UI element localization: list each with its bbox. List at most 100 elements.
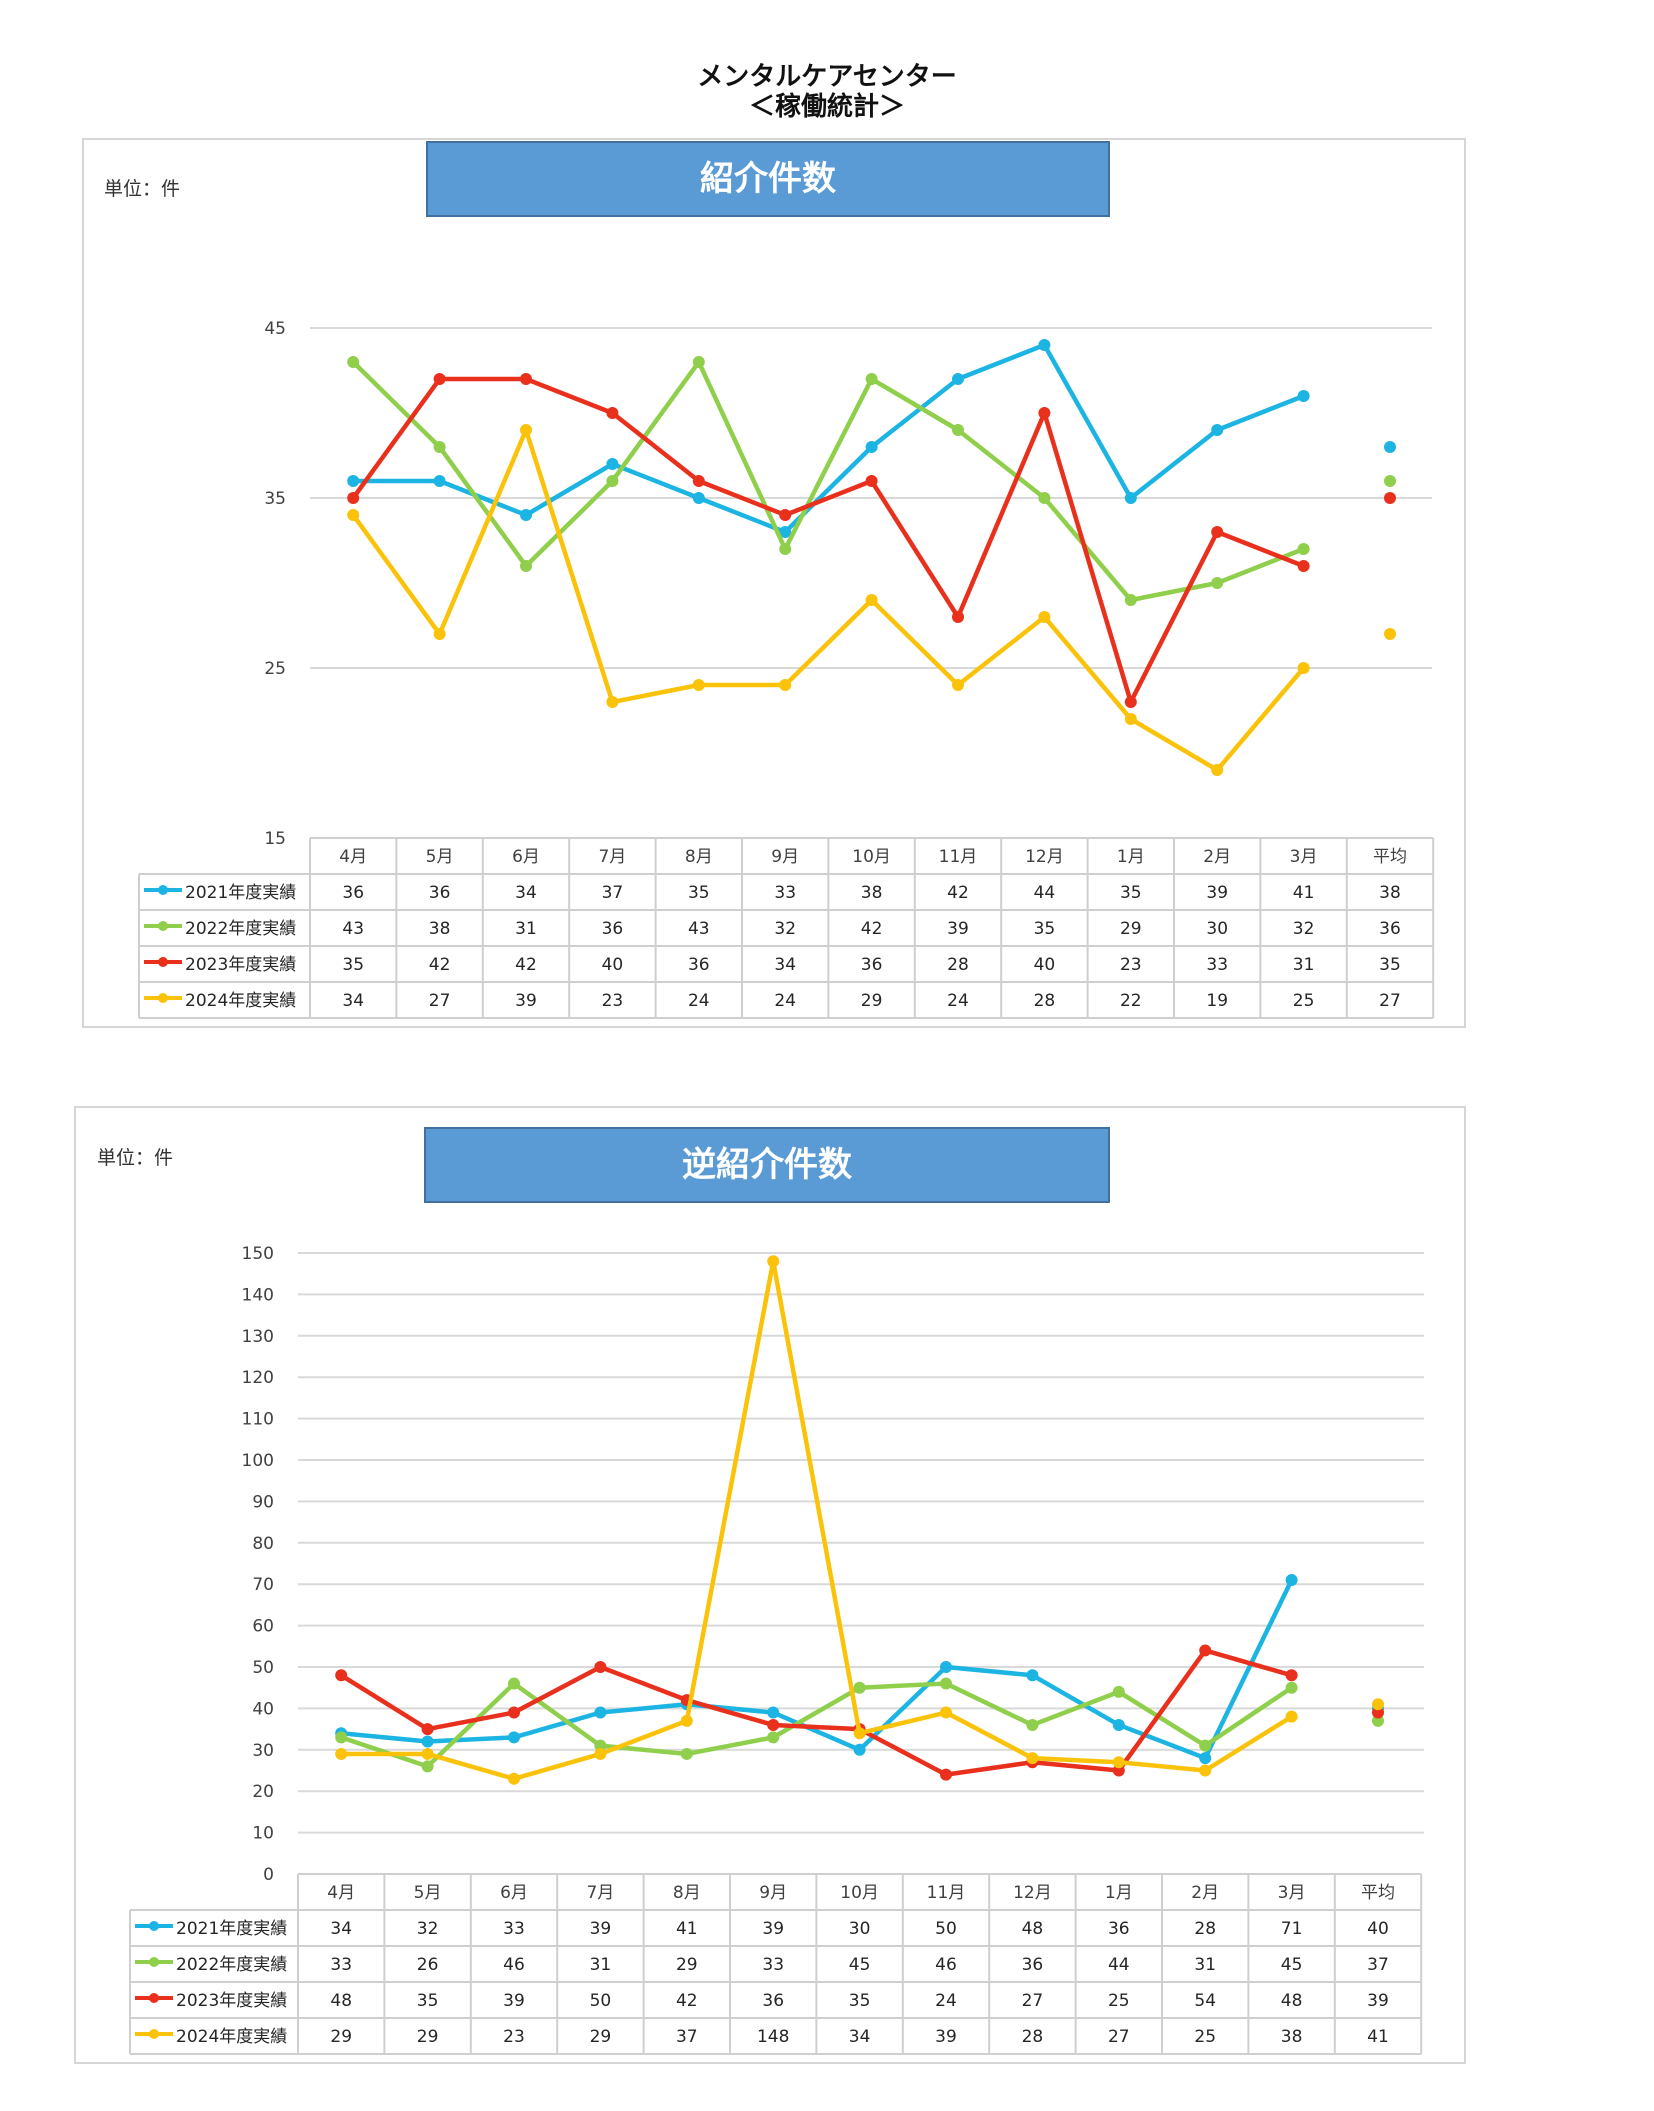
referral-table-average: 27 [1379,991,1401,1011]
referral-x-tick-label: 10月 [852,847,891,867]
referral-point-1 [1124,594,1137,606]
reverse-referral-point-3 [421,1747,434,1760]
referral-point-1 [865,373,878,385]
referral-table-value: 42 [429,955,451,975]
referral-average-point-1 [1384,475,1396,487]
referral-table-value: 42 [947,883,969,903]
reverse-referral-series-line-3 [338,1259,1294,1782]
referral-table-average: 36 [1379,919,1401,939]
reverse-referral-table-value: 35 [417,1991,439,2011]
referral-point-3 [520,424,532,436]
reverse-referral-table-value: 38 [1281,2027,1303,2047]
reverse-referral-table-value: 26 [417,1955,439,1975]
reverse-referral-table-value: 50 [590,1991,612,2011]
referral-x-tick-label: 1月 [1117,847,1145,867]
referral-point-2 [606,407,619,419]
referral-legend-marker-1 [158,921,168,931]
referral-table-value: 39 [515,991,537,1011]
reverse-referral-x-tick-label: 7月 [586,1883,614,1903]
reverse-referral-point-1 [594,1739,607,1752]
referral-table-value: 32 [1293,919,1315,939]
reverse-referral-table-value: 39 [762,1919,784,1939]
reverse-referral-point-1 [767,1731,780,1744]
referral-average-point-2 [1384,492,1396,504]
reverse-referral-table-value: 148 [757,2027,789,2047]
referral-point-1 [952,424,964,436]
referral-table-value: 29 [861,991,883,1011]
referral-table-value: 19 [1206,991,1228,1011]
reverse-referral-y-tick-label: 120 [242,1368,274,1388]
referral-table-value: 35 [688,883,710,903]
reverse-referral-table-value: 45 [1281,1955,1303,1975]
referral-table-value: 41 [1293,883,1315,903]
referral-table-value: 39 [947,919,969,939]
referral-point-2 [520,373,532,385]
reverse-referral-table-value: 33 [503,1919,525,1939]
reverse-referral-y-tick-label: 20 [252,1782,274,1802]
reverse-referral-table-value: 27 [1108,2027,1130,2047]
reverse-referral-unit-label: 単位：件 [97,1147,174,1169]
reverse-referral-point-2 [1112,1764,1125,1777]
referral-legend-label-1: 2022年度実績 [185,919,296,939]
reverse-referral-point-1 [1285,1681,1298,1694]
reverse-referral-table-value: 29 [590,2027,612,2047]
referral-table-value: 34 [515,883,537,903]
referral-table-value: 36 [342,883,364,903]
reverse-referral-table-value: 46 [503,1955,525,1975]
reverse-referral-y-tick-label: 40 [252,1699,274,1719]
reverse-referral-table-value: 41 [676,1919,698,1939]
referral-table-value: 35 [342,955,364,975]
reverse-referral-point-3 [767,1255,780,1268]
reverse-referral-legend-marker-2 [149,1993,159,2003]
reverse-referral-series-line-1 [338,1681,1294,1769]
reverse-referral-point-0 [508,1731,520,1744]
reverse-referral-point-3 [1026,1752,1039,1765]
reverse-referral-y-tick-label: 50 [252,1658,274,1678]
referral-table-average: 38 [1379,883,1401,903]
referral-x-tick-label: 11月 [939,847,978,867]
referral-table-value: 36 [688,955,710,975]
reverse-referral-point-2 [594,1661,607,1673]
referral-series-line-2 [350,376,1306,705]
referral-point-3 [1124,713,1137,725]
reverse-referral-y-tick-label: 70 [252,1575,274,1595]
reverse-referral-legend-marker-1 [149,1957,159,1967]
reverse-referral-y-tick-label: 0 [263,1865,274,1885]
referral-table-value: 35 [1034,919,1056,939]
reverse-referral-table-average: 37 [1367,1955,1389,1975]
referral-legend-marker-3 [158,993,168,1003]
referral-point-0 [520,509,532,521]
referral-point-1 [520,560,532,572]
reverse-referral-y-tick-label: 130 [242,1327,274,1347]
reverse-referral-x-tick-label: 2月 [1191,1883,1219,1903]
reverse-referral-table-value: 44 [1108,1955,1130,1975]
reverse-referral-table-value: 27 [1022,1991,1044,2011]
referral-table-value: 42 [861,919,883,939]
reverse-referral-y-tick-label: 10 [252,1824,274,1844]
reverse-referral-point-0 [421,1735,434,1748]
reverse-referral-table-value: 36 [1022,1955,1044,1975]
document-subtitle: ＜稼働統計＞ [748,92,905,122]
referral-point-1 [606,475,619,487]
reverse-referral-table-value: 31 [1194,1955,1216,1975]
reverse-referral-x-tick-label: 8月 [673,1883,701,1903]
referral-table-value: 36 [602,919,624,939]
reverse-referral-series-line-2 [338,1648,1294,1777]
reverse-referral-table-value: 46 [935,1955,957,1975]
referral-table-average: 35 [1379,955,1401,975]
reverse-referral-y-tick-label: 110 [242,1410,274,1430]
reverse-referral-point-0 [594,1706,607,1719]
referral-table-value: 35 [1120,883,1142,903]
reverse-referral-table-value: 39 [590,1919,612,1939]
referral-table-value: 36 [861,955,883,975]
reverse-referral-table-value: 29 [676,1955,698,1975]
reverse-referral-point-0 [940,1661,952,1673]
referral-point-3 [779,679,792,691]
reverse-referral-legend-marker-0 [149,1921,159,1931]
referral-table-value: 40 [1034,955,1056,975]
referral-table-value: 33 [1206,955,1228,975]
referral-point-3 [865,594,878,606]
referral-point-3 [692,679,705,691]
referral-table-value: 30 [1206,919,1228,939]
reverse-referral-table-average: 41 [1367,2027,1389,2047]
